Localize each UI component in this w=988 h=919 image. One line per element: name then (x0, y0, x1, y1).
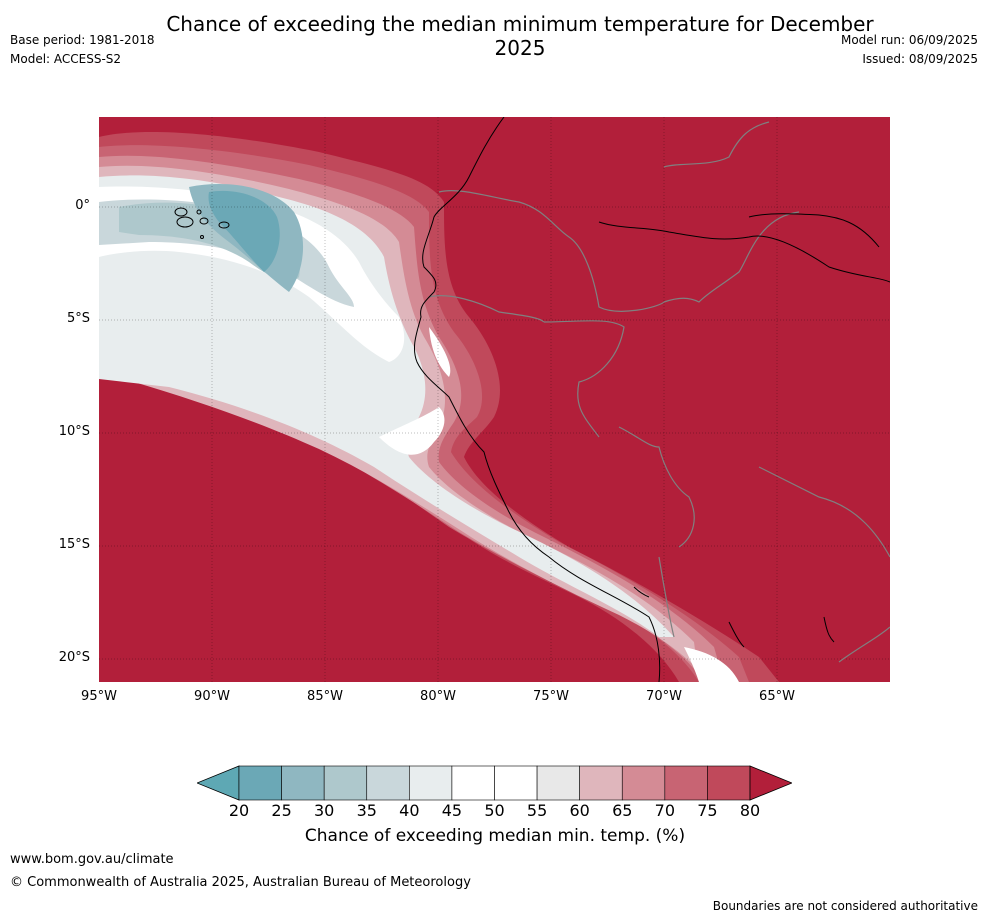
colorbar-label: Chance of exceeding median min. temp. (%… (304, 826, 686, 846)
colorbar-arrow-low (197, 765, 240, 801)
footer-copyright: © Commonwealth of Australia 2025, Austra… (10, 875, 471, 890)
colorbar-cell (238, 765, 282, 801)
lon-label-65w: 65°W (759, 689, 795, 704)
issued-date: Issued: 08/09/2025 (862, 52, 978, 66)
colorbar-tick-label: 65 (612, 801, 633, 820)
contour-fills (99, 132, 779, 682)
colorbar-cell (409, 765, 453, 801)
colorbar-cell (281, 765, 325, 801)
graticule (99, 117, 890, 682)
colorbar-cell (621, 765, 666, 801)
colorbar-cell (579, 765, 623, 801)
colorbar-tick-label: 30 (313, 801, 335, 820)
colorbar-tick-label: 40 (399, 801, 420, 820)
anomaly-map (99, 117, 890, 682)
footer-url[interactable]: www.bom.gov.au/climate (10, 852, 174, 867)
colorbar (197, 765, 792, 801)
colorbar-tick-label: 80 (739, 801, 761, 820)
map-title: Chance of exceeding the median minimum t… (166, 12, 874, 60)
model-run: Model run: 06/09/2025 (840, 33, 978, 47)
colorbar-cell (707, 765, 751, 801)
colorbar-tick-label: 35 (356, 801, 377, 820)
colorbar-tick-label: 25 (271, 801, 292, 820)
meta-left: Base period: 1981-2018 Model: ACCESS-S2 (10, 31, 155, 69)
lon-label-70w: 70°W (646, 689, 682, 704)
colorbar-cells (197, 765, 792, 801)
base-period: Base period: 1981-2018 (10, 33, 155, 47)
lon-label-85w: 85°W (307, 689, 343, 704)
colorbar-cell (451, 765, 495, 801)
lat-label-0: 0° (75, 198, 90, 213)
colorbar-tick-label: 70 (654, 801, 675, 820)
lat-label-15s: 15°S (58, 537, 90, 552)
lon-label-80w: 80°W (420, 689, 456, 704)
lon-label-90w: 90°W (194, 689, 230, 704)
meta-right: Model run: 06/09/2025 Issued: 08/09/2025 (841, 31, 978, 69)
colorbar-cell (323, 765, 368, 801)
lon-label-95w: 95°W (81, 689, 117, 704)
coastlines (174, 117, 890, 682)
footer-note: Boundaries are not considered authoritat… (712, 899, 978, 913)
colorbar-tick-label: 50 (484, 801, 505, 820)
colorbar-cell (494, 765, 538, 801)
lat-label-20s: 20°S (58, 650, 90, 665)
country-borders (428, 121, 890, 663)
colorbar-tick-label: 20 (228, 801, 250, 820)
model-name: Model: ACCESS-S2 (10, 52, 122, 66)
lat-label-10s: 10°S (58, 424, 90, 439)
colorbar-tick-label: 55 (526, 801, 548, 820)
colorbar-cell (536, 765, 580, 801)
colorbar-tick-label: 60 (569, 801, 590, 820)
colorbar-arrow-high (749, 765, 792, 801)
colorbar-cell (366, 765, 410, 801)
lon-label-75w: 75°W (533, 689, 569, 704)
colorbar-tick-label: 75 (697, 801, 718, 820)
colorbar-cell (664, 765, 708, 801)
lat-label-5s: 5°S (66, 311, 90, 326)
colorbar-tick-label: 45 (441, 801, 463, 820)
